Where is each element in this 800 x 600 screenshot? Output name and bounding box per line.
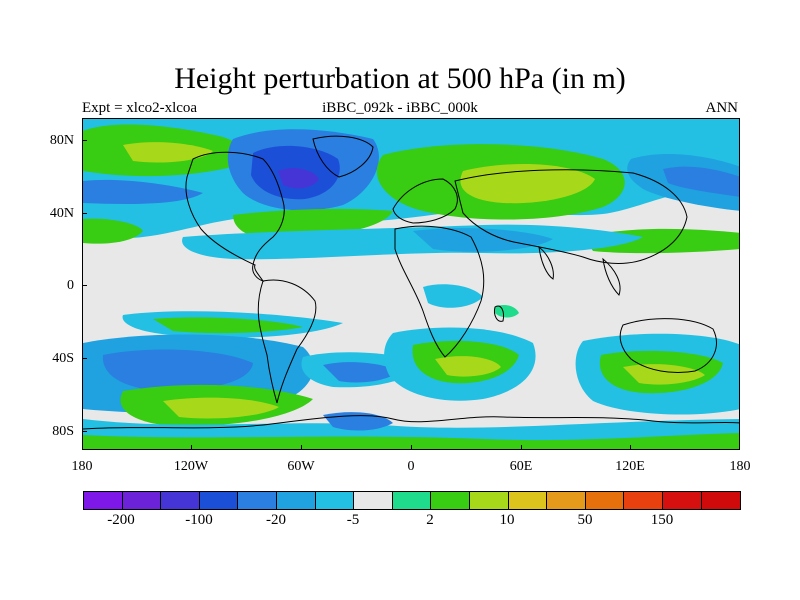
colorbar-swatch-11 [508, 492, 548, 509]
coast-greenland [312, 135, 374, 178]
colorbar-swatch-4 [238, 492, 277, 509]
colorbar-swatch-8 [392, 492, 432, 509]
lon-label-0: 0 [407, 459, 415, 474]
colorbar-swatch-13 [585, 492, 625, 509]
colorbar-label-10: 10 [499, 512, 515, 528]
coast-australia [619, 318, 717, 373]
tick-lon-60w [301, 445, 302, 450]
contour-tropical-green-spot [495, 305, 519, 318]
contour-south-pacific-green [153, 317, 303, 334]
colorbar-swatch-9 [431, 492, 470, 509]
colorbar-swatch-2 [161, 492, 200, 509]
season-label: ANN [705, 100, 739, 116]
contour-midlat-blue-patch [413, 228, 553, 252]
lon-label-180-west: 180 [71, 459, 93, 474]
colorbar-swatch-10 [469, 492, 509, 509]
colorbar-label-2: 2 [426, 512, 434, 528]
tick-lat-40s [82, 358, 87, 359]
colorbar-swatch-15 [662, 492, 702, 509]
colorbar-swatch-7 [354, 492, 393, 509]
experiment-label: Expt = xlco2-xlcoa [82, 100, 198, 116]
contour-midlat-green-band [233, 208, 393, 240]
coast-madagascar [494, 305, 504, 322]
colorbar-swatch-12 [547, 492, 586, 509]
contour-south-atlantic-blue [323, 362, 399, 383]
lat-label-40n: 40N [49, 206, 74, 221]
contour-tropical-cyan-africa [423, 284, 483, 308]
colorbar-label-minus200: -200 [107, 512, 135, 528]
contour-pacific-north-blue [663, 166, 739, 197]
colorbar-swatch-3 [199, 492, 239, 509]
contour-field [83, 119, 739, 449]
tick-lat-80s [82, 431, 87, 432]
lon-label-60e: 60E [509, 459, 533, 474]
coast-india [538, 245, 554, 280]
coast-north-america [185, 151, 285, 282]
lon-label-120e: 120E [615, 459, 645, 474]
tick-lat-80n [82, 140, 87, 141]
coast-south-america [257, 279, 317, 404]
colorbar-swatch-6 [315, 492, 355, 509]
tick-lat-0 [82, 285, 87, 286]
lon-label-120w: 120W [173, 459, 209, 474]
colorbar-swatch-14 [624, 492, 663, 509]
coast-europe [392, 178, 458, 224]
contour-arctic-yellow-west [123, 142, 213, 163]
colorbar [83, 491, 742, 510]
lon-label-180-east: 180 [729, 459, 751, 474]
colorbar-swatch-0 [84, 492, 123, 509]
colorbar-label-50: 50 [577, 512, 593, 528]
contour-south-west-yellow-high [163, 397, 279, 419]
lat-label-40s: 40S [52, 351, 74, 366]
tick-lat-40n [82, 213, 87, 214]
lat-label-0: 0 [67, 278, 74, 293]
lat-label-80s: 80S [52, 424, 74, 439]
colorbar-label-minus20: -20 [266, 512, 286, 528]
lon-label-60w: 60W [287, 459, 315, 474]
colorbar-swatch-16 [701, 492, 741, 509]
map-panel [82, 118, 740, 450]
lat-label-80n: 80N [49, 133, 74, 148]
contour-midlat-green-west [83, 218, 143, 244]
tick-lon-0 [411, 445, 412, 450]
colorbar-label-minus5: -5 [346, 512, 360, 528]
case-label: iBBC_092k - iBBC_000k [322, 100, 478, 116]
coast-africa [394, 225, 485, 358]
coast-southeast-asia [602, 257, 621, 296]
coastlines [83, 135, 739, 430]
contour-lowmid-blue-west [83, 179, 203, 204]
colorbar-label-150: 150 [650, 512, 674, 528]
coast-antarctica [83, 415, 739, 430]
tick-lon-60e [521, 445, 522, 450]
contour-south-indian-yellow [435, 356, 501, 377]
contour-south-aus-yellow [623, 364, 705, 385]
contour-antarctic-green [83, 433, 739, 449]
colorbar-label-minus100: -100 [185, 512, 213, 528]
coast-asia [454, 169, 688, 264]
tick-lon-120w [191, 445, 192, 450]
colorbar-swatch-1 [122, 492, 162, 509]
plot-title: Height perturbation at 500 hPa (in m) [174, 62, 626, 95]
colorbar-swatch-5 [276, 492, 316, 509]
contour-atlantic-low-core [278, 168, 319, 189]
contour-south-west-deep-blue [102, 349, 253, 391]
tick-lon-120e [630, 445, 631, 450]
